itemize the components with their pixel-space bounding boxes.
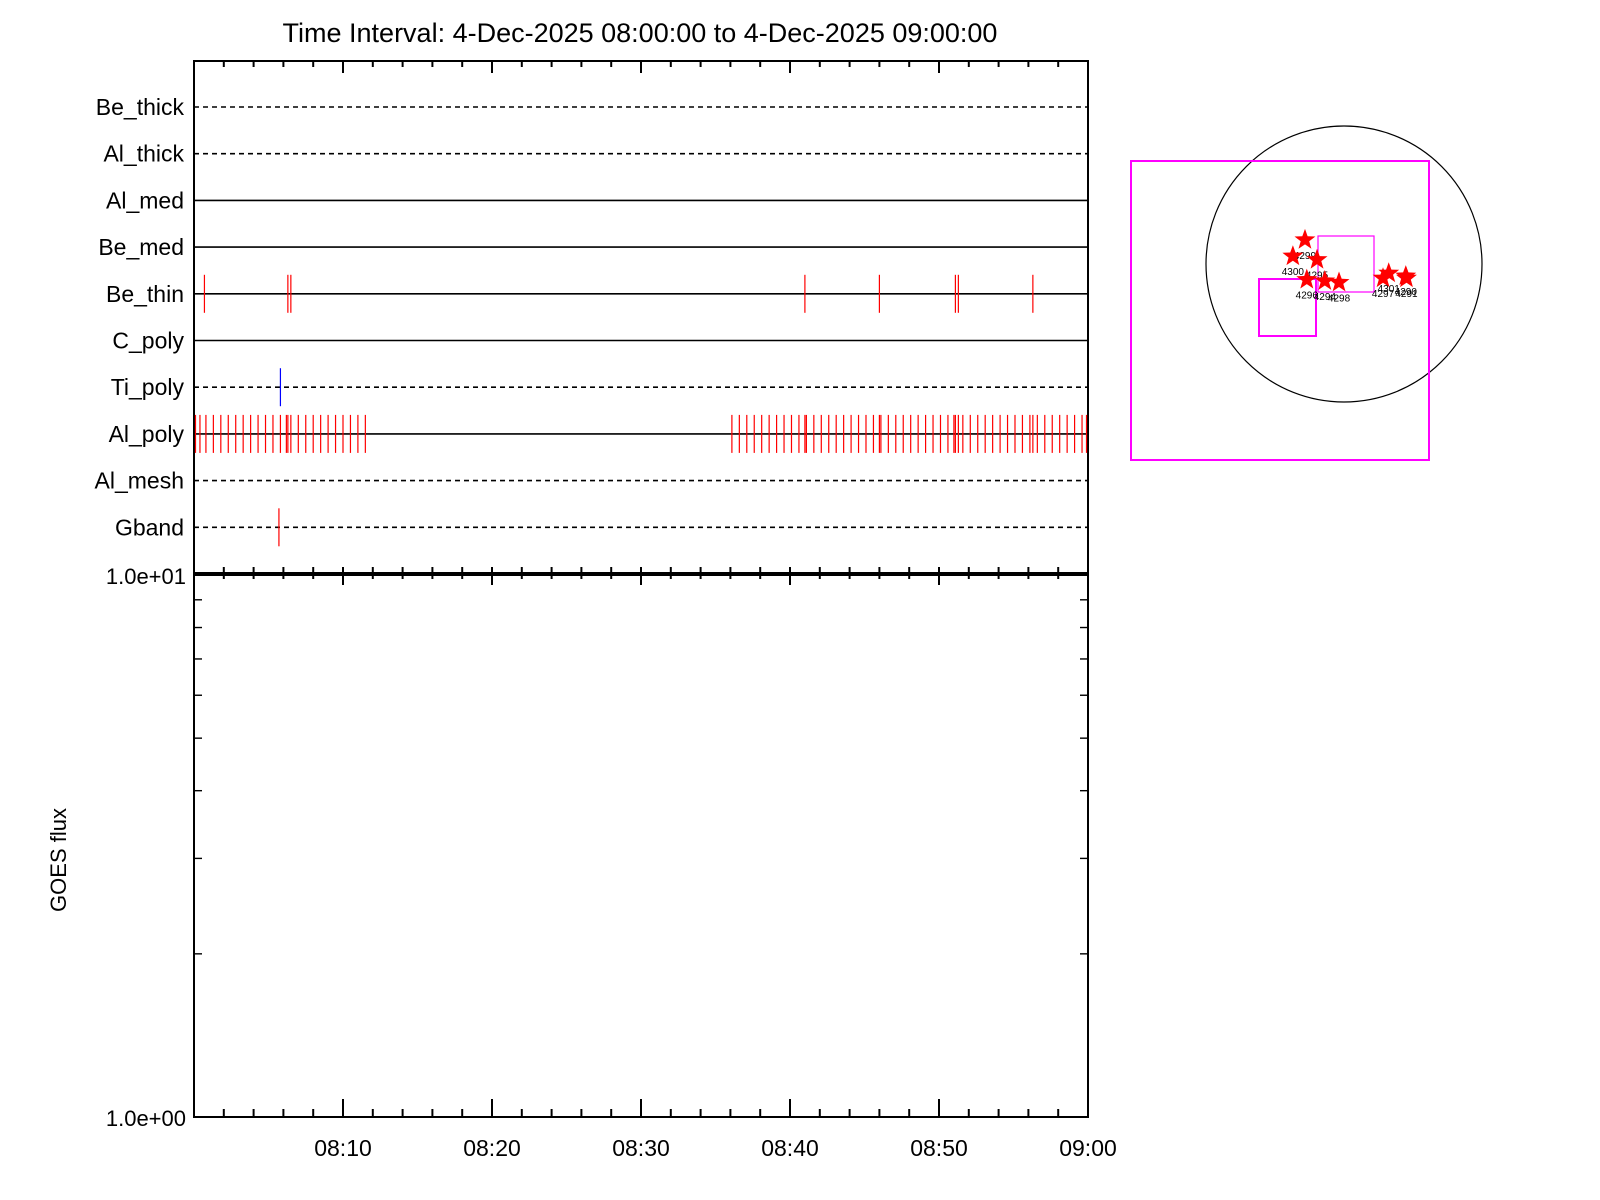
channel-label: Al_med: [106, 187, 184, 213]
channel-label: Al_poly: [109, 421, 185, 447]
x-tick-label: 08:50: [910, 1135, 968, 1161]
channel-label: Al_thick: [103, 141, 184, 167]
timeline-frame: [193, 60, 1089, 574]
solar-disk-panel: 4299430042954296429442984297430142904291: [1130, 125, 1483, 461]
y-axis-label: GOES flux: [46, 808, 71, 912]
x-tick-label: 09:00: [1059, 1135, 1117, 1161]
region-label: 4299: [1294, 251, 1317, 262]
x-tick-label: 08:20: [463, 1135, 521, 1161]
x-tick-label: 08:30: [612, 1135, 670, 1161]
channel-label: Be_thin: [106, 281, 184, 307]
region-label: 4290: [1395, 287, 1418, 298]
chart-title: Time Interval: 4-Dec-2025 08:00:00 to 4-…: [283, 18, 998, 48]
fov-box-medium: [1258, 278, 1317, 337]
fov-box-large: [1130, 160, 1430, 461]
region-star: [1294, 228, 1316, 249]
channel-label: Ti_poly: [111, 374, 185, 400]
goes-flux-panel: 1.0e+00 1.0e+01 08:10 08:20 08:30 08:40 08:50 0…: [46, 564, 1117, 1161]
channel-label: Gband: [115, 514, 184, 540]
channel-label: Be_thick: [96, 94, 185, 120]
region-star: [1378, 262, 1400, 283]
x-tick-label: 08:10: [314, 1135, 372, 1161]
region-label: 4300: [1282, 267, 1305, 278]
channel-label: Al_mesh: [95, 468, 184, 494]
region-star: [1372, 267, 1394, 288]
channel-label: C_poly: [112, 328, 184, 354]
region-star: [1328, 271, 1350, 292]
region-label: 4301: [1378, 284, 1401, 295]
region-star: [1296, 268, 1318, 289]
channel-label: Be_med: [98, 234, 184, 260]
region-star: [1306, 248, 1328, 269]
region-star: [1314, 270, 1336, 290]
solar-disk: [1205, 125, 1483, 403]
region-star: [1396, 267, 1417, 288]
x-tick-label: 08:40: [761, 1135, 819, 1161]
region-label: 4291: [1395, 289, 1418, 300]
region-star: [1282, 245, 1304, 266]
region-label: 4296: [1296, 291, 1319, 302]
region-label: 4298: [1328, 293, 1351, 304]
y-tick-label: 1.0e+00: [106, 1106, 186, 1131]
region-label: 4297: [1372, 289, 1395, 300]
timeline-panel: Be_thick Al_thick Al_med Be_med Be_thin C_pol…: [95, 60, 1089, 574]
goes-frame: [193, 574, 1089, 1118]
y-tick-label: 1.0e+01: [106, 564, 186, 589]
region-label: 4294: [1314, 292, 1337, 303]
